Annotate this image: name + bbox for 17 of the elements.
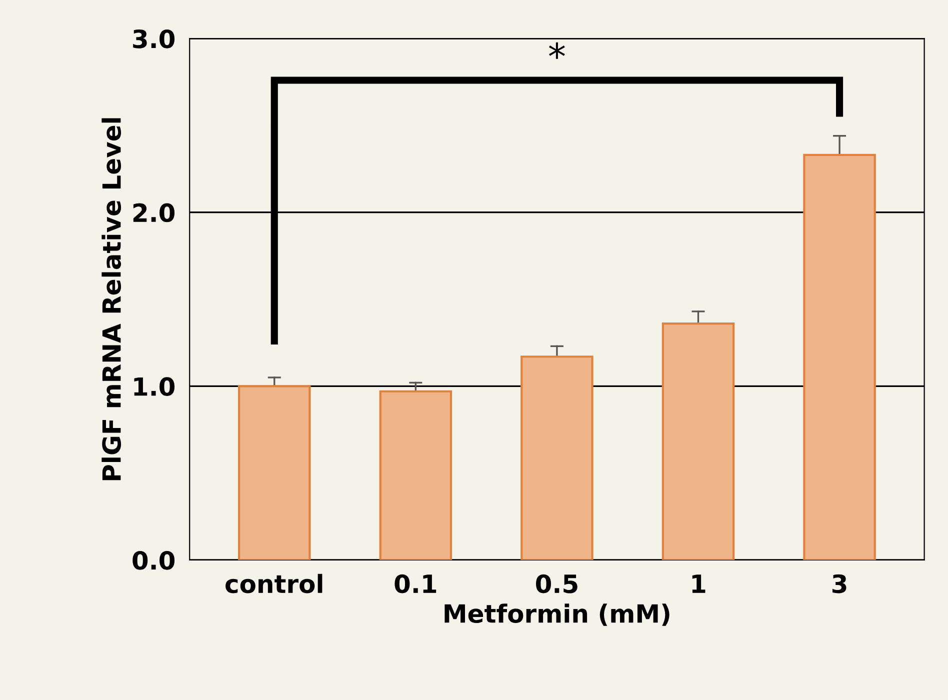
y-axis-title: PlGF mRNA Relative Level [102,118,122,480]
x-axis-title: Metformin (mM) [444,604,670,626]
y-tick-label: 1.0 [134,377,175,396]
x-tick-label: 0.5 [536,574,578,594]
x-tick-label: 0.1 [394,574,436,594]
y-tick-label: 2.0 [133,203,175,222]
annotation: * [549,42,565,59]
y-tick-label: 0.0 [132,550,175,570]
bar [238,385,311,560]
bar [520,356,594,560]
y-tick-label: 3.0 [133,29,175,48]
bar [803,154,876,560]
bar [662,322,735,560]
bar [379,390,452,560]
x-tick-label: 1 [692,574,706,593]
x-tick-label: 3 [832,574,846,594]
x-tick-label: control [226,574,322,594]
